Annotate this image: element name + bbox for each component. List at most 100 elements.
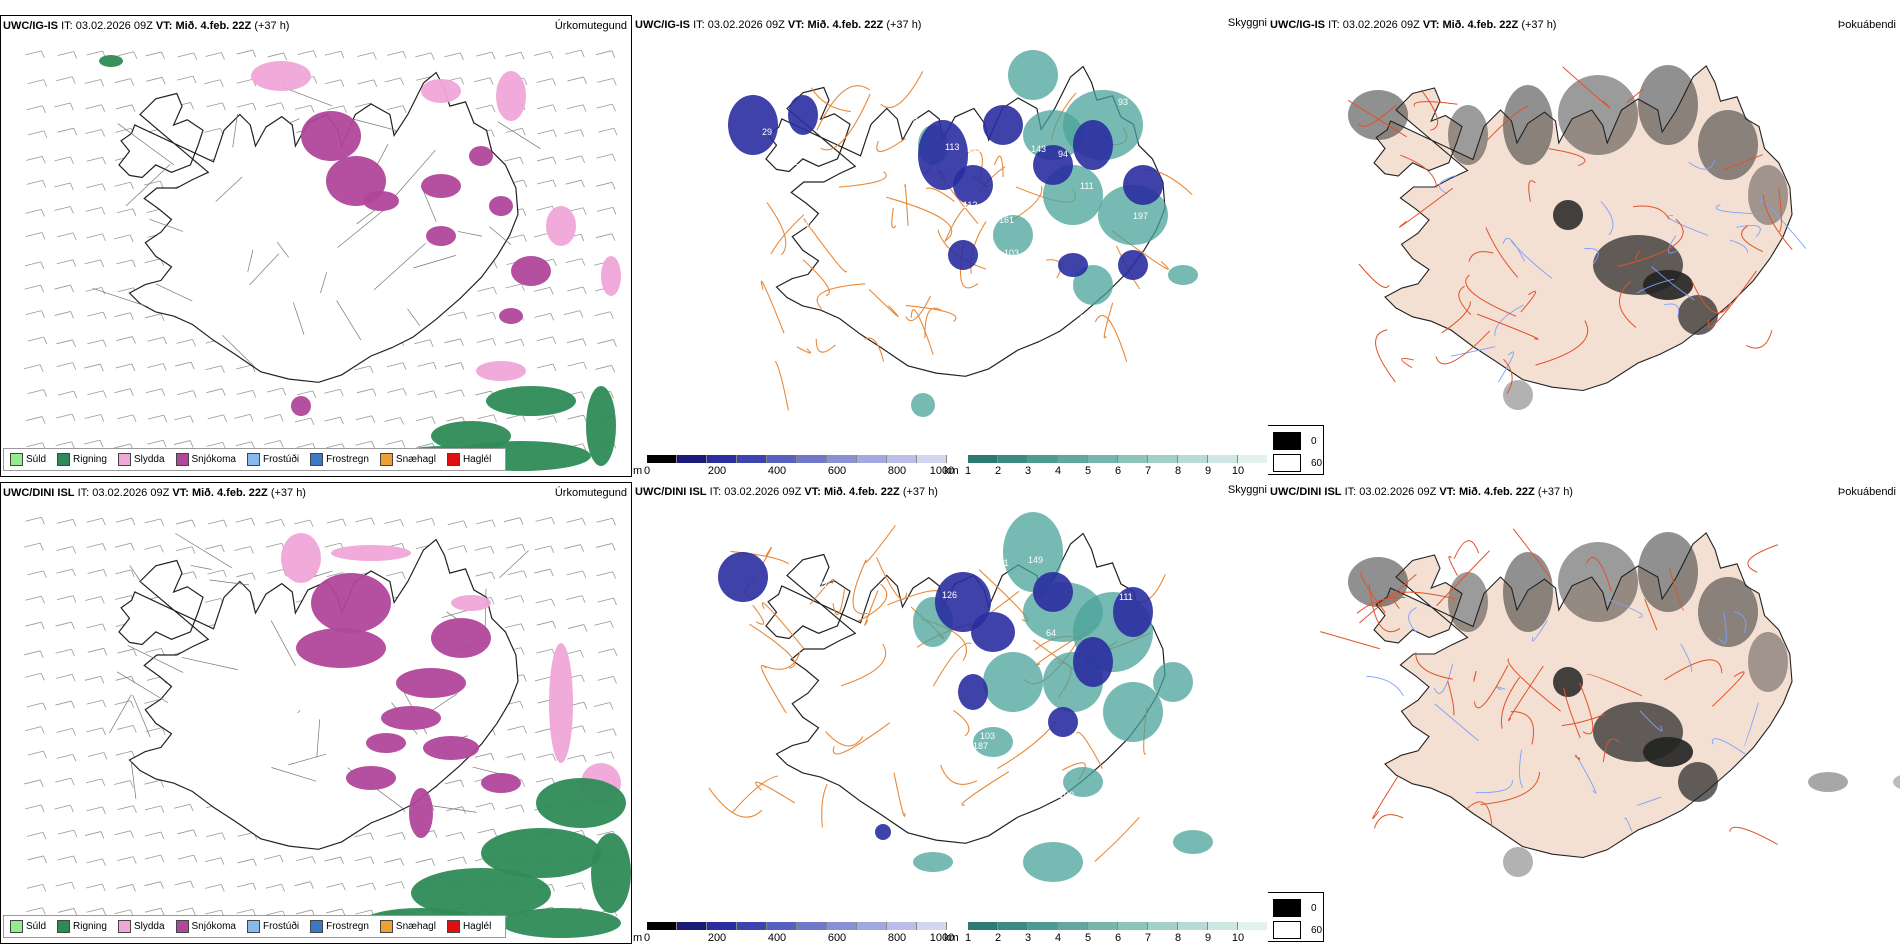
cbar-m-unit: m <box>633 932 643 944</box>
cbar-m-seg <box>827 922 857 930</box>
colorbar-visibility: km 1 2 3 4 5 6 7 8 9 10 <box>944 455 1267 477</box>
legend-item-snæhagl: Snæhagl <box>379 453 436 466</box>
cbar-m-seg <box>797 455 827 463</box>
visibility-value: 64 <box>1046 628 1056 638</box>
cbar-km-tick: 7 <box>1144 465 1152 477</box>
legend-swatch <box>379 920 393 933</box>
it-label: IT: <box>61 20 73 32</box>
legend-label: Rigning <box>73 921 107 933</box>
cbar-m-seg <box>647 922 677 930</box>
visibility-value: 82 <box>862 230 872 240</box>
cbar-m-seg <box>737 922 767 930</box>
visibility-value: 161 <box>999 215 1014 225</box>
fog-legend-swatch <box>1273 921 1301 939</box>
cbar-km-seg <box>1028 455 1058 463</box>
legend-label: Slydda <box>133 454 165 466</box>
cbar-km-seg <box>1178 922 1208 930</box>
cbar-m-seg <box>887 922 917 930</box>
legend-item-súld: Súld <box>10 920 46 933</box>
legend-swatch <box>10 453 23 466</box>
visibility-value: 237 <box>1080 313 1095 323</box>
cbar-km-tick: 1 <box>964 932 972 944</box>
cbar-km-tick: 5 <box>1084 932 1092 944</box>
visibility-value: 103 <box>1004 248 1019 258</box>
fog-legend-swatch <box>1273 432 1301 450</box>
fog-legend-swatch <box>1273 899 1301 917</box>
visibility-value: 92 <box>870 673 880 683</box>
legend-label: Rigning <box>73 454 107 466</box>
legend-label: Frostúði <box>262 454 300 466</box>
init-time: 03.02.2026 09Z <box>1359 486 1437 498</box>
cbar-m-seg <box>857 455 887 463</box>
visibility-value: 100 <box>1059 790 1074 800</box>
cbar-km-seg <box>998 455 1028 463</box>
lead-time: (+37 h) <box>270 487 306 499</box>
cbar-km-tick: 9 <box>1204 932 1212 944</box>
legend-item-frostregn: Frostregn <box>310 453 369 466</box>
visibility-value: 111 <box>1080 181 1094 191</box>
cbar-m-seg <box>767 922 797 930</box>
cbar-km-tick: 4 <box>1054 932 1062 944</box>
legend-label: Súld <box>26 921 47 933</box>
visibility-value: 202 <box>924 735 939 745</box>
valid-time: Mið. 4.feb. 22Z <box>1458 486 1535 498</box>
visibility-value: 29 <box>762 127 772 137</box>
model-name: UWC/DINI ISL <box>3 487 75 499</box>
cbar-km-seg <box>1178 455 1208 463</box>
cbar-m-tick: 800 <box>887 465 907 477</box>
cbar-km-seg <box>1238 922 1267 930</box>
cbar-m-tick: 200 <box>707 465 727 477</box>
visibility-value: 102 <box>1123 757 1138 767</box>
cbar-km-unit: km <box>944 465 959 477</box>
panel-title-visibility: Skyggni <box>1227 17 1267 29</box>
cbar-km-tick: 4 <box>1054 465 1062 477</box>
legend-label: Súld <box>26 454 47 466</box>
legend-item-slydda: Slydda <box>117 453 165 466</box>
cbar-km-tick: 7 <box>1144 932 1152 944</box>
fog-panel: UWC/IG-IS IT: 03.02.2026 09Z VT: Mið. 4.… <box>1268 15 1900 477</box>
legend-item-frostregn: Frostregn <box>310 920 369 933</box>
vt-label: VT: <box>1439 486 1456 498</box>
precip-type-map <box>24 49 621 471</box>
legend-label: Slydda <box>133 921 165 933</box>
visibility-value: 190 <box>883 742 898 752</box>
precip-type-map <box>24 516 631 938</box>
cbar-m-seg <box>857 922 887 930</box>
fog-legend-swatch <box>1273 454 1301 472</box>
cbar-km-unit: km <box>944 932 959 944</box>
init-time: 03.02.2026 09Z <box>92 487 170 499</box>
it-label: IT: <box>1344 486 1357 498</box>
cbar-m-tick: 1000 <box>929 932 955 944</box>
visibility-value: 75 <box>1155 744 1165 754</box>
cbar-m-tick: 0 <box>643 465 651 477</box>
cbar-km-seg <box>1058 922 1088 930</box>
legend-swatch <box>246 453 260 466</box>
fog-legend: 0 60 <box>1268 425 1324 475</box>
fog-legend-item: 0 <box>1273 899 1317 917</box>
panel-title-fog: Þokuábendi <box>1837 486 1896 498</box>
cbar-km-seg <box>1148 922 1178 930</box>
colorbar-height: m 0 200 400 600 800 1000 <box>633 455 954 477</box>
visibility-value: 113 <box>868 714 882 724</box>
model-name: UWC/IG-IS <box>635 19 690 31</box>
visibility-value: 143 <box>786 780 801 790</box>
fog-legend: 0 60 <box>1268 892 1324 942</box>
legend-label: Snjókoma <box>191 454 236 466</box>
cbar-m-seg <box>887 455 917 463</box>
init-time: 03.02.2026 09Z <box>75 20 153 32</box>
legend-swatch <box>117 453 131 466</box>
legend-label: Frostregn <box>326 921 369 933</box>
visibility-value: 70 <box>805 221 815 231</box>
lead-time: (+37 h) <box>254 20 290 32</box>
legend-item-haglél: Haglél <box>446 920 491 933</box>
cbar-km-tick: 6 <box>1114 932 1122 944</box>
cbar-m-seg <box>797 922 827 930</box>
cbar-km-tick: 9 <box>1204 465 1212 477</box>
legend-swatch <box>10 920 23 933</box>
cbar-m-seg <box>677 922 707 930</box>
cbar-km-seg <box>998 922 1028 930</box>
vt-label: VT: <box>155 20 173 32</box>
legend-label: Snjókoma <box>191 921 236 933</box>
legend-swatch <box>446 920 460 933</box>
legend-swatch <box>175 453 189 466</box>
